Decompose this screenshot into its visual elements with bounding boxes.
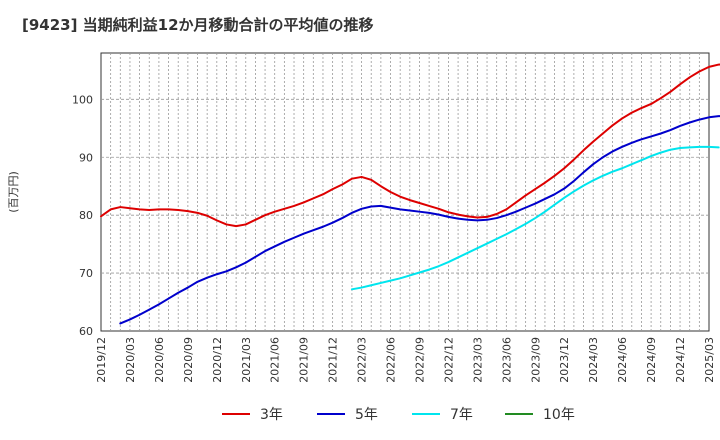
y-tick-label: 70 [79, 267, 93, 280]
x-tick-label: 2021/12 [327, 337, 340, 383]
series-line-5年 [119, 115, 720, 325]
y-axis-label: (百万円) [7, 171, 20, 213]
x-tick-label: 2022/09 [413, 337, 426, 383]
y-tick-label: 80 [79, 209, 93, 222]
x-tick-label: 2020/06 [153, 337, 166, 383]
x-axis-tick-labels: 2019/12 2020/03 2020/06 2020/09 2020/12 2021/… [95, 337, 716, 383]
x-tick-label: 2023/06 [500, 337, 513, 383]
legend-label: 10年 [543, 407, 575, 423]
x-tick-label: 2023/03 [471, 337, 484, 383]
x-tick-label: 2024/12 [674, 337, 687, 383]
legend-label: 3年 [260, 407, 283, 423]
x-tick-label: 2019/12 [95, 337, 108, 383]
plot-area [100, 52, 710, 332]
x-tick-label: 2024/09 [645, 337, 658, 383]
legend-label: 5年 [355, 407, 378, 423]
x-tick-label: 2020/09 [182, 337, 195, 383]
y-tick-label: 100 [72, 93, 93, 106]
x-tick-label: 2021/06 [269, 337, 282, 383]
x-tick-label: 2023/12 [558, 337, 571, 383]
series-line-7年 [350, 145, 720, 291]
chart-title: [9423] 当期純利益12か月移動合計の平均値の推移 [22, 16, 374, 34]
series-lines [100, 63, 720, 325]
x-tick-label: 2025/03 [703, 337, 716, 383]
legend: 3年 5年 7年 10年 [222, 407, 575, 423]
x-tick-label: 2021/03 [240, 337, 253, 383]
y-tick-label: 90 [79, 151, 93, 164]
series-line-3年 [100, 63, 720, 228]
x-tick-label: 2022/06 [385, 337, 398, 383]
y-axis-tick-labels: 60 70 80 90 100 [72, 93, 93, 338]
y-tick-label: 60 [79, 325, 93, 338]
x-tick-label: 2020/12 [211, 337, 224, 383]
x-tick-label: 2023/09 [529, 337, 542, 383]
legend-label: 7年 [450, 407, 473, 423]
x-tick-label: 2022/03 [356, 337, 369, 383]
x-tick-label: 2020/03 [124, 337, 137, 383]
x-tick-label: 2021/09 [298, 337, 311, 383]
x-tick-label: 2022/12 [442, 337, 455, 383]
x-tick-label: 2024/03 [587, 337, 600, 383]
x-tick-label: 2024/06 [616, 337, 629, 383]
